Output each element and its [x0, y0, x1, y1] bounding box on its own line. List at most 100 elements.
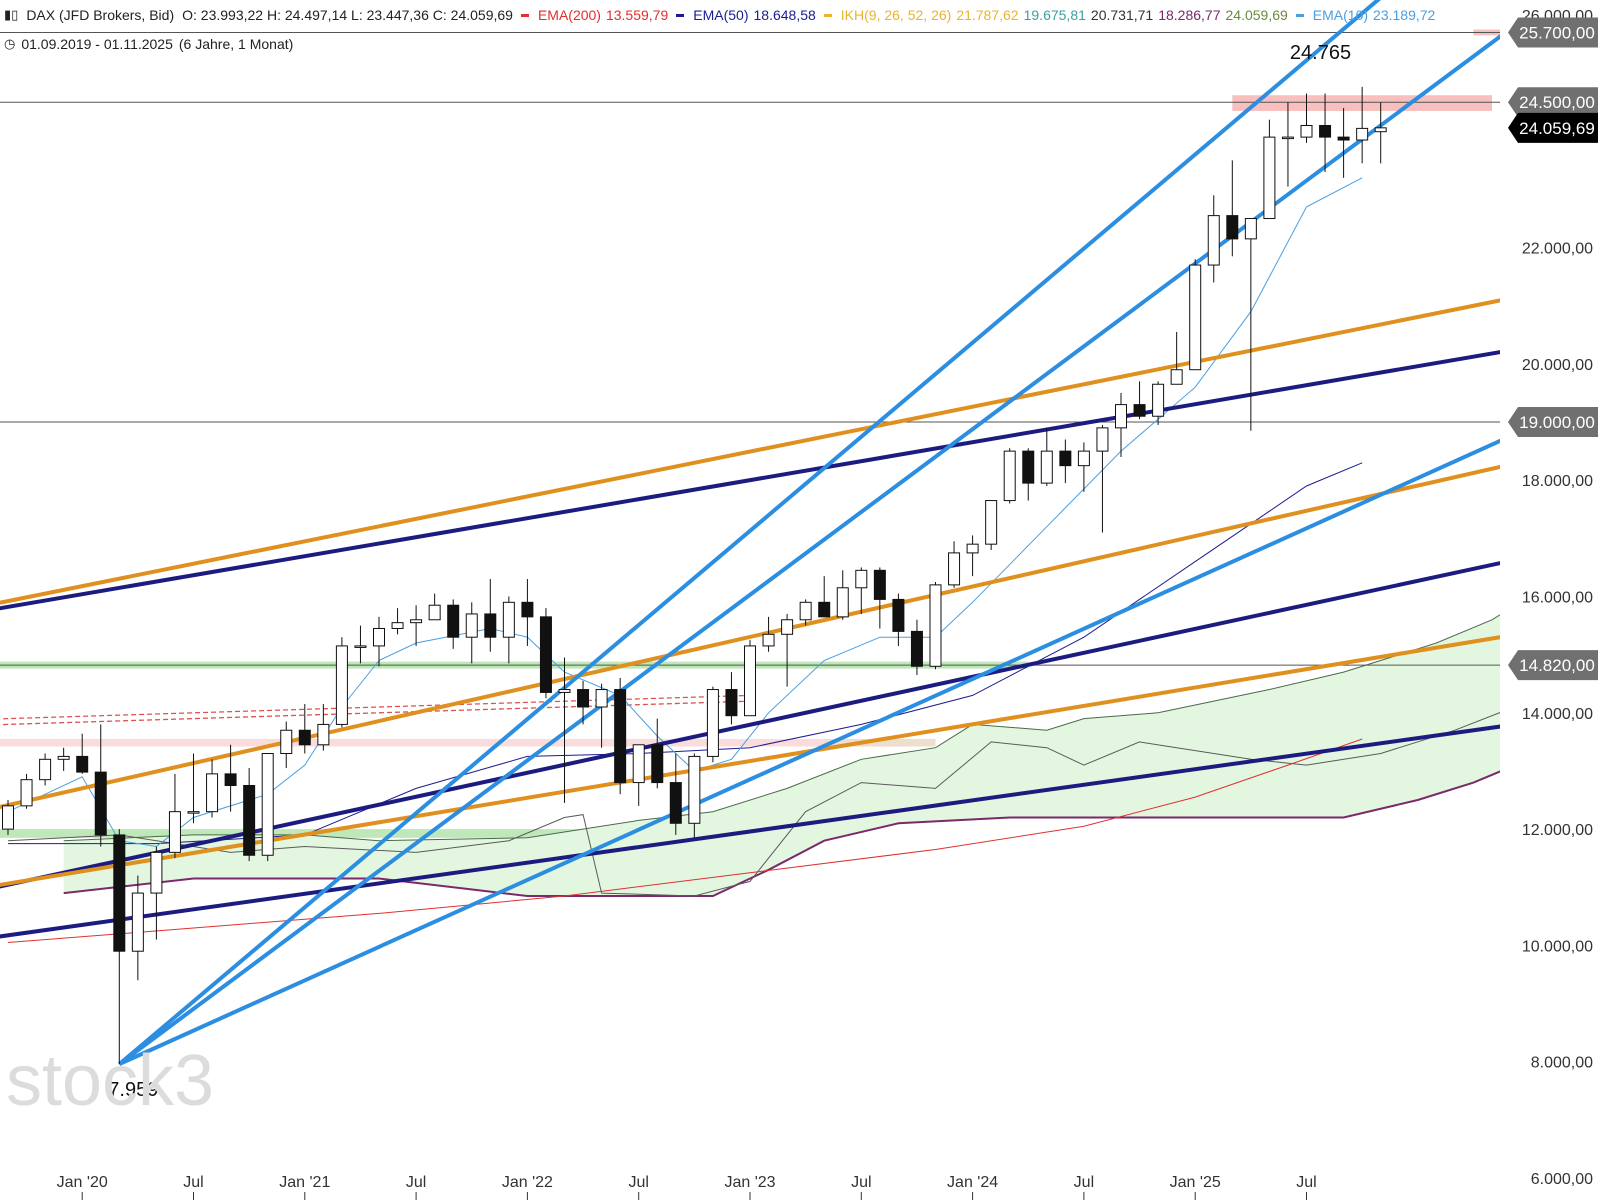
- candle-body: [521, 601, 534, 618]
- candle-body: [410, 619, 423, 624]
- price-annotation: 7.959: [108, 1079, 158, 1101]
- x-tick-label: Jul: [406, 1174, 426, 1191]
- candle-body: [391, 622, 404, 629]
- candle-body: [948, 552, 961, 586]
- candle-body: [892, 598, 905, 632]
- trend-channel-line: [118, 0, 1381, 1066]
- candle: [818, 576, 831, 618]
- candle-body: [966, 543, 979, 554]
- candle: [892, 593, 905, 646]
- candle-body: [762, 633, 775, 647]
- candle: [168, 773, 181, 859]
- x-tick-label: Jan '23: [724, 1174, 775, 1191]
- y-tick-label: 6.000,00: [1531, 1171, 1593, 1188]
- candle: [1152, 381, 1165, 425]
- level-price-tag: 24.500,00: [1508, 87, 1598, 118]
- chart-header: ▮▯ DAX (JFD Brokers, Bid) O: 23.993,22 H…: [4, 7, 1435, 23]
- trend-channel-line: [118, 34, 1500, 1066]
- candle-body: [76, 755, 89, 773]
- candle-body: [595, 689, 608, 708]
- candle-body: [465, 613, 478, 638]
- candle-body: [1207, 215, 1220, 266]
- candle-body: [1040, 450, 1053, 484]
- price-tag-shape: [1508, 17, 1598, 48]
- candle: [1077, 442, 1090, 492]
- candle: [224, 744, 237, 812]
- candle-body: [1226, 215, 1239, 240]
- candle-body: [651, 744, 664, 784]
- candle-body: [1300, 124, 1313, 138]
- candle-body: [280, 729, 293, 755]
- candle: [502, 596, 515, 664]
- price-tag-shape: [1508, 87, 1598, 118]
- candle-body: [1022, 450, 1035, 484]
- candle-body: [1374, 127, 1387, 133]
- candle-body: [688, 755, 701, 824]
- candle-body: [317, 723, 330, 746]
- candle: [706, 686, 719, 763]
- candle: [1040, 427, 1053, 487]
- cloud-span-b: [63, 770, 1500, 897]
- candle-body: [1356, 127, 1369, 141]
- candle: [1059, 439, 1072, 484]
- candle-body: [744, 645, 756, 717]
- candle-body: [1319, 124, 1332, 138]
- candle: [1319, 93, 1332, 173]
- y-tick-label: 18.000,00: [1522, 473, 1593, 490]
- x-tick-label: Jul: [1074, 1174, 1094, 1191]
- candle: [910, 619, 923, 676]
- trend-channel-line: [0, 561, 1500, 889]
- candle-body: [2, 805, 14, 830]
- candle-body: [261, 753, 274, 856]
- candle: [20, 773, 33, 809]
- candle-body: [39, 758, 52, 781]
- indicator-ema10[interactable]: EMA(10) 23.189,72: [1295, 7, 1435, 23]
- x-tick-label: Jan '20: [57, 1174, 108, 1191]
- date-span-text: (6 Jahre, 1 Monat): [178, 36, 294, 52]
- candle-body: [558, 689, 571, 693]
- candle: [1226, 160, 1239, 257]
- level-price-tag: 25.700,00: [1508, 17, 1598, 48]
- candle: [836, 570, 849, 620]
- price-tag-label: 25.700,00: [1519, 23, 1595, 42]
- candle: [113, 829, 126, 1065]
- indicator-ikh[interactable]: IKH(9, 26, 52, 26) 21.787,62 19.675,81 2…: [823, 7, 1288, 23]
- candle-body: [20, 779, 33, 807]
- trend-channel-line: [0, 298, 1500, 605]
- candle-body: [502, 601, 515, 638]
- trend-channel-line: [0, 464, 1500, 810]
- indicator-ema200[interactable]: EMA(200) 13.559,79: [520, 7, 668, 23]
- candle: [39, 753, 52, 786]
- candle: [484, 579, 497, 652]
- zone-support: [824, 738, 936, 747]
- dashed-trendline: [0, 694, 751, 720]
- candle-body: [632, 744, 645, 784]
- candle: [1337, 108, 1350, 178]
- candle-body: [57, 755, 70, 760]
- y-tick-label: 12.000,00: [1522, 822, 1593, 839]
- candle: [577, 680, 590, 725]
- ohlc-values: O: 23.993,22 H: 24.497,14 L: 23.447,36 C…: [182, 7, 513, 23]
- candle: [558, 657, 571, 803]
- candle: [1115, 392, 1127, 457]
- date-range-text: 01.09.2019 - 01.11.2025: [21, 36, 173, 52]
- candle: [447, 599, 460, 649]
- candle: [428, 593, 441, 621]
- candle-body: [168, 811, 181, 853]
- candle-body: [669, 782, 682, 824]
- candle: [521, 579, 534, 646]
- candle: [261, 753, 274, 862]
- date-range: ◷ 01.09.2019 - 01.11.2025 (6 Jahre, 1 Mo…: [4, 36, 293, 52]
- candle-body: [1281, 136, 1294, 140]
- indicator-ema50[interactable]: EMA(50) 18.648,58: [676, 7, 816, 23]
- candle: [94, 724, 107, 847]
- candle-body: [335, 645, 348, 725]
- candle-body: [799, 601, 812, 621]
- candle: [614, 677, 627, 795]
- candle: [1096, 424, 1109, 533]
- candle-body: [243, 784, 256, 856]
- candle: [1281, 102, 1294, 187]
- candle: [929, 581, 942, 670]
- price-tag-shape: [1508, 650, 1598, 681]
